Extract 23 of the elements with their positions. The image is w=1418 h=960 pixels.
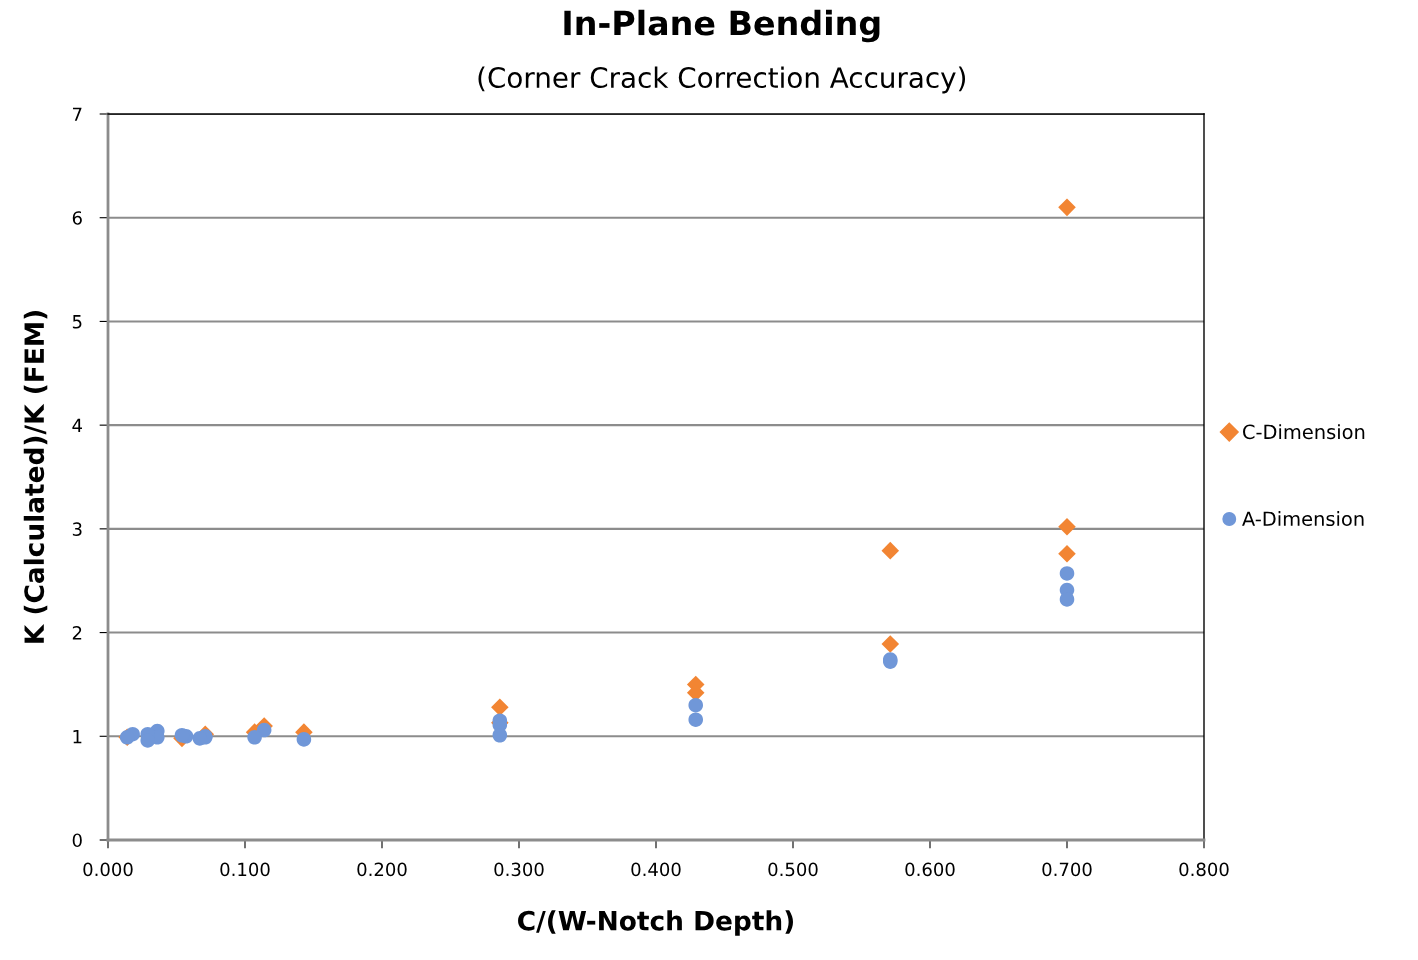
y-tick-label: 3 — [72, 522, 82, 536]
x-tick-label: 0.100 — [220, 862, 270, 877]
y-tick-label: 6 — [72, 211, 82, 225]
y-tick-label: 4 — [72, 418, 82, 432]
x-tick-label: 0.700 — [1042, 862, 1092, 877]
x-tick-label: 0.600 — [905, 862, 955, 877]
x-tick-label: 0.300 — [494, 862, 544, 877]
y-tick-label: 7 — [72, 107, 82, 121]
x-tick-label: 0.200 — [357, 862, 407, 877]
chart-subtitle: (Corner Crack Correction Accuracy) — [478, 66, 966, 94]
legend-label: A-Dimension — [1242, 511, 1364, 527]
chart-title: In-Plane Bending — [564, 9, 880, 43]
y-axis-title: K (Calculated)/K (FEM) — [23, 311, 48, 643]
x-tick-label: 0.800 — [1179, 862, 1229, 877]
x-tick-label: 0.000 — [83, 862, 133, 877]
y-tick-label: 1 — [73, 729, 82, 744]
y-tick-label: 0 — [72, 833, 82, 848]
y-tick-label: 5 — [72, 315, 82, 329]
x-tick-label: 0.500 — [768, 862, 818, 877]
legend-label: C-Dimension — [1243, 424, 1365, 440]
x-tick-label: 0.400 — [631, 862, 681, 877]
x-axis-title: C/(W-Notch Depth) — [518, 910, 793, 936]
y-tick-label: 2 — [72, 626, 82, 640]
